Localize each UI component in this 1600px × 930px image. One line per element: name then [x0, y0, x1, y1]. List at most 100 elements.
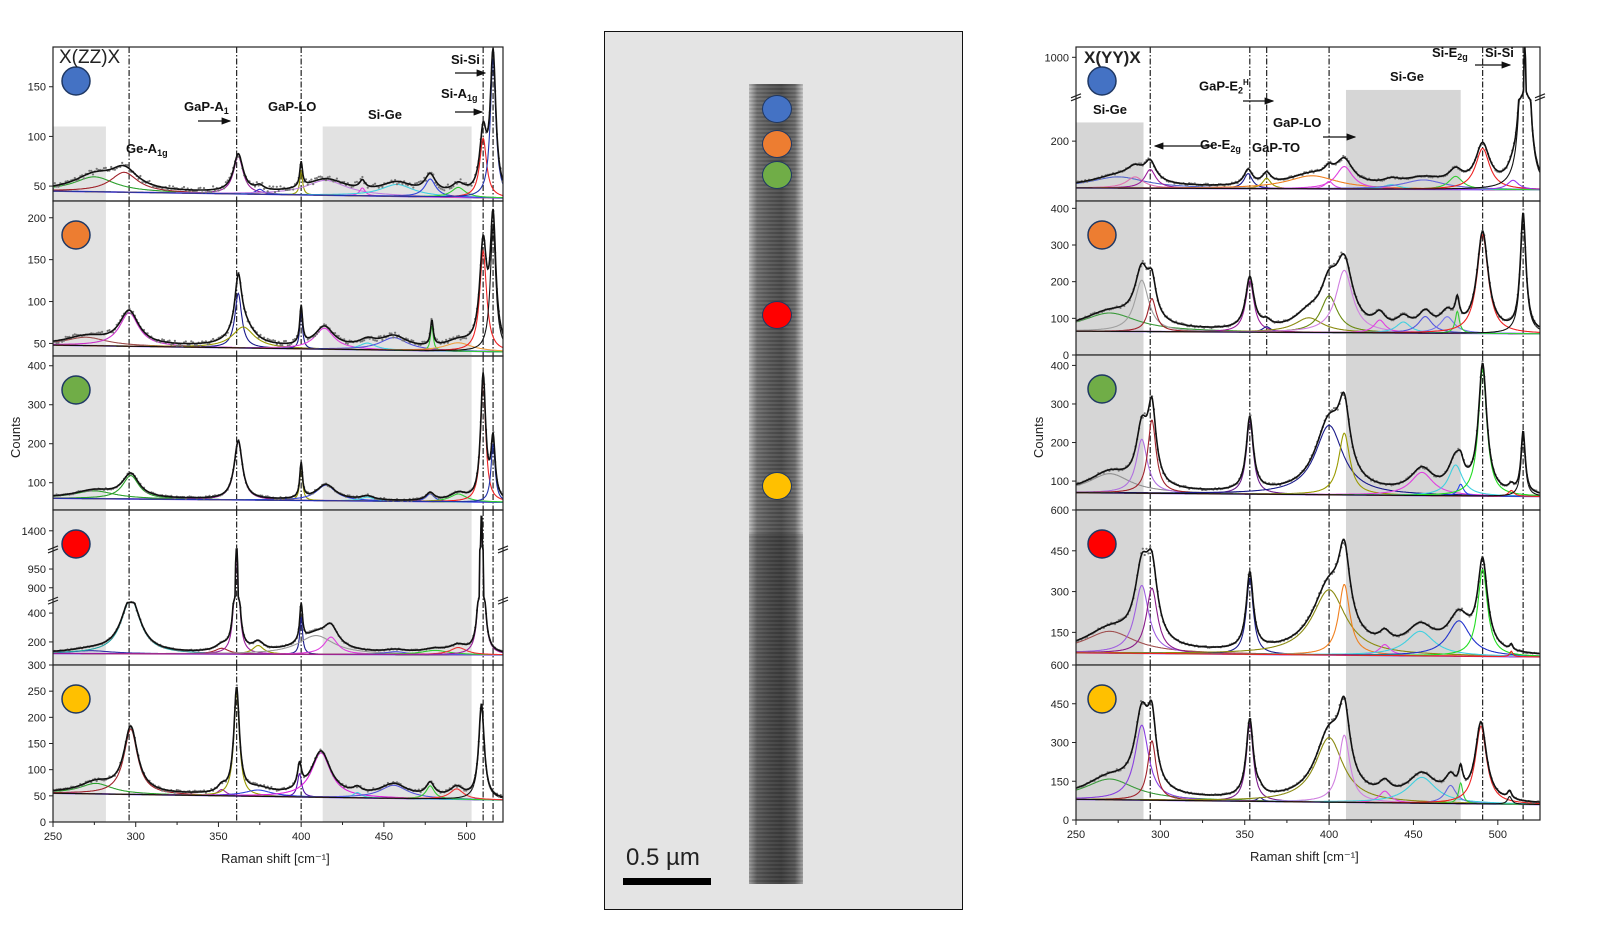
y-tick-label: 50: [34, 338, 46, 350]
data-point: [435, 338, 439, 341]
data-point: [1481, 360, 1484, 363]
data-point: [273, 191, 277, 194]
x-tick-label: 450: [375, 831, 393, 843]
data-point: [465, 182, 468, 185]
data-point: [1522, 208, 1525, 211]
data-point: [439, 187, 442, 190]
y-tick-label: 900: [28, 583, 46, 595]
y-tick-label: 300: [1051, 738, 1069, 750]
y-tick-label: 50: [34, 181, 46, 193]
cumulative-fit-line: [53, 372, 503, 501]
fit-component-491: [1076, 569, 1540, 657]
y-tick-label: 200: [28, 712, 46, 724]
panel-plot-area: [53, 47, 503, 201]
panel-plot-area: [1076, 201, 1540, 355]
annotation-si-e2g: Si-E2g: [1432, 45, 1468, 62]
spot-marker-icon: [1087, 529, 1117, 559]
data-point: [206, 343, 209, 346]
fit-component-400: [1076, 424, 1540, 497]
data-point: [388, 332, 391, 335]
data-point: [354, 181, 357, 184]
fit-component-516: [53, 58, 503, 198]
measured-data-points: [1076, 360, 1540, 494]
data-point: [201, 340, 204, 343]
data-point: [1149, 696, 1152, 699]
annotation-gap-e2h: GaP-E2H: [1199, 78, 1249, 95]
spot-marker-icon: [1087, 66, 1117, 96]
si-ge-shaded-region: [322, 126, 472, 201]
data-point: [188, 343, 191, 347]
y-tick-label: 600: [1051, 505, 1069, 517]
data-point: [314, 334, 317, 337]
data-point: [375, 339, 378, 342]
data-point: [401, 182, 404, 185]
fit-component-516: [1076, 50, 1540, 190]
annotation-gap-to: GaP-TO: [1252, 140, 1301, 155]
data-point: [448, 337, 451, 340]
data-point: [181, 344, 184, 347]
data-point: [350, 185, 353, 189]
panel-plot-area: [1076, 665, 1540, 820]
right-chart-title: X(YY)X: [1084, 48, 1141, 67]
left-y-axis-label: Counts: [8, 416, 23, 458]
panel-plot-area: [1076, 510, 1540, 665]
x-tick-label: 400: [292, 831, 310, 843]
data-point: [1143, 412, 1146, 415]
data-point: [452, 336, 455, 339]
data-point: [266, 190, 269, 193]
fit-component-509: [53, 520, 503, 655]
annotation-arrows: [198, 61, 1512, 150]
y-tick-label: 200: [1051, 136, 1069, 148]
data-point: [90, 169, 93, 172]
spot-marker-icon: [1087, 684, 1117, 714]
data-point: [304, 178, 308, 181]
tem-micrograph: 0.5 µm: [604, 31, 963, 910]
data-point: [148, 179, 151, 183]
left-chart-title: X(ZZ)X: [59, 47, 121, 68]
spot-marker-icon: [61, 529, 91, 559]
fit-component-516: [53, 443, 503, 503]
data-point: [106, 329, 109, 332]
y-tick-label: 300: [1051, 399, 1069, 411]
si-ge-shaded-region: [1345, 89, 1461, 201]
data-point: [279, 185, 282, 188]
cumulative-fit-line: [1076, 212, 1540, 328]
spectrum-panel-3: 100 200 300 400: [1051, 354, 1541, 511]
panel-plot-area: [1076, 47, 1540, 201]
data-point: [1141, 547, 1144, 550]
data-point: [255, 181, 258, 184]
y-tick-label: 150: [28, 255, 46, 267]
annotation-text: Ge-E: [1200, 137, 1231, 152]
data-point: [445, 338, 448, 341]
data-point: [272, 185, 275, 188]
spectrum-panel-5: 0 150 300 450 600: [1051, 660, 1541, 827]
data-point: [441, 188, 444, 191]
data-point: [374, 339, 377, 342]
data-point: [1331, 718, 1334, 721]
y-tick-label: 600: [1051, 660, 1069, 672]
data-point: [275, 789, 278, 792]
data-point: [168, 184, 171, 187]
panel-plot-area: [53, 510, 503, 665]
data-point: [1141, 259, 1144, 263]
data-point: [366, 790, 369, 793]
data-point: [204, 191, 207, 194]
fit-component-477: [1076, 620, 1540, 657]
data-point: [374, 182, 377, 185]
annotation-text: Si-A: [441, 86, 467, 101]
data-point: [161, 789, 164, 792]
annotation-si-ge-right: Si-Ge: [1390, 69, 1424, 84]
data-point: [175, 344, 178, 347]
data-point: [381, 338, 384, 341]
data-point: [97, 331, 100, 334]
cumulative-fit-line: [53, 208, 503, 345]
scale-bar-label: 0.5 µm: [626, 844, 700, 871]
data-point: [401, 339, 404, 342]
data-point: [108, 329, 111, 332]
data-point: [1145, 547, 1148, 550]
data-point: [292, 188, 295, 191]
data-point: [459, 338, 462, 341]
x-tick-label: 300: [127, 831, 145, 843]
data-point: [257, 336, 260, 339]
data-point: [210, 191, 213, 194]
